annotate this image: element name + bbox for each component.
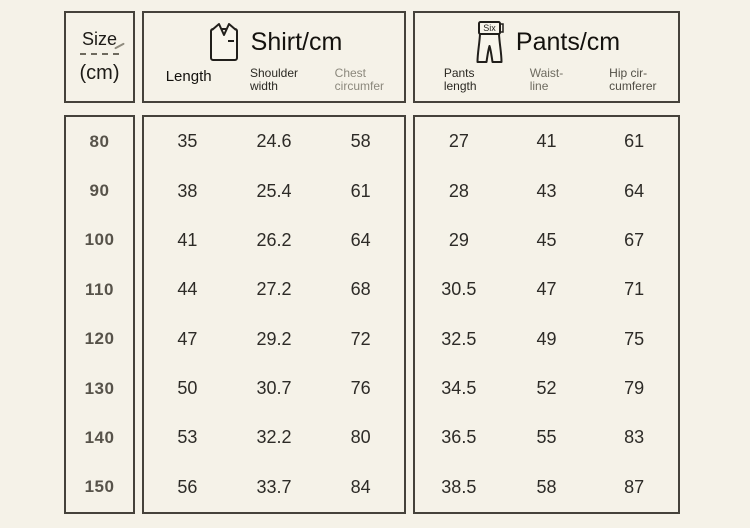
- size-row-label: 130: [84, 378, 115, 398]
- shirt-chest-circumference-value: 64: [350, 229, 371, 250]
- column-header-shoulder-width: Shoulder width: [249, 66, 299, 93]
- pants-waistline-value: 52: [536, 378, 557, 399]
- size-row-label: 80: [89, 131, 110, 151]
- shirt-column-headers: Length Shoulder width Chest circumfer: [144, 67, 404, 93]
- shirt-icon: [209, 23, 238, 61]
- column-header-length: Length: [165, 68, 212, 85]
- shirt-shoulder-width-value: 24.6: [256, 131, 292, 152]
- pants-hip-circumference-value: 64: [624, 180, 645, 201]
- pants-waistline-value: 45: [536, 229, 557, 250]
- pants-hip-circumference-value: 75: [624, 328, 645, 349]
- size-row-label: 90: [89, 181, 110, 201]
- pants-length-value: 36.5: [441, 427, 477, 448]
- pants-section-title: Pants/cm: [515, 27, 621, 56]
- shirt-chest-circumference-value: 72: [350, 328, 371, 349]
- shirt-chest-circumference-value: 80: [350, 427, 371, 448]
- column-header-waistline: Waist- line: [529, 66, 564, 93]
- pants-length-value: 34.5: [441, 378, 477, 399]
- size-row-label: 110: [85, 279, 114, 299]
- size-header-box: Size (cm): [64, 11, 135, 103]
- size-row-label: 150: [84, 477, 115, 497]
- shirt-title-row: Shirt/cm: [144, 17, 404, 67]
- shirt-shoulder-width-value: 26.2: [256, 229, 292, 250]
- shirt-chest-circumference-value: 68: [350, 279, 371, 300]
- pants-length-value: 30.5: [441, 279, 477, 300]
- pants-hip-circumference-value: 67: [624, 229, 645, 250]
- pants-hip-circumference-value: 83: [624, 427, 645, 448]
- shirt-header-box: Shirt/cm Length Shoulder width Chest cir…: [142, 11, 406, 103]
- size-row-label: 140: [84, 427, 115, 447]
- shirt-length-value: 47: [177, 328, 198, 349]
- pants-length-value: 29: [448, 229, 469, 250]
- pants-icon-label: Six: [483, 23, 496, 33]
- shirt-length-value: 41: [177, 229, 198, 250]
- shirt-shoulder-width-value: 29.2: [256, 328, 292, 349]
- pants-hip-circumference-value: 71: [624, 279, 645, 300]
- shirt-chest-circumference-value: 58: [350, 131, 371, 152]
- shirt-shoulder-width-value: 32.2: [256, 427, 292, 448]
- pants-length-value: 27: [448, 131, 469, 152]
- shirt-shoulder-width-value: 30.7: [256, 378, 292, 399]
- size-title: Size: [79, 29, 119, 55]
- pants-hip-circumference-value: 79: [624, 378, 645, 399]
- shirt-length-value: 56: [177, 476, 198, 497]
- shirt-length-value: 35: [177, 131, 198, 152]
- pants-length-value: 32.5: [441, 328, 477, 349]
- size-unit: (cm): [79, 62, 120, 84]
- pants-waistline-value: 58: [536, 476, 557, 497]
- shirt-length-value: 44: [177, 279, 198, 300]
- shirt-chest-circumference-value: 76: [350, 378, 371, 399]
- pants-length-value: 38.5: [441, 476, 477, 497]
- pants-waistline-value: 49: [536, 328, 557, 349]
- shirt-shoulder-width-value: 33.7: [256, 476, 292, 497]
- pants-waistline-value: 47: [536, 279, 557, 300]
- pants-length-value: 28: [448, 180, 469, 201]
- pants-hip-circumference-value: 87: [624, 476, 645, 497]
- pants-hip-circumference-value: 61: [624, 131, 645, 152]
- pants-waistline-value: 41: [536, 131, 557, 152]
- pants-column-headers: Pants length Waist- line Hip cir- cumfer…: [415, 67, 678, 93]
- pants-waistline-value: 55: [536, 427, 557, 448]
- shirt-chest-circumference-value: 61: [350, 180, 371, 201]
- column-header-pants-length: Pants length: [443, 66, 477, 93]
- column-header-hip-circumference: Hip cir- cumferer: [609, 66, 657, 93]
- pants-icon: Six: [476, 21, 504, 63]
- size-row-label: 120: [84, 329, 115, 349]
- size-row-label: 100: [84, 230, 115, 250]
- column-header-chest-circumference: Chest circumfer: [334, 66, 384, 93]
- shirt-length-value: 53: [177, 427, 198, 448]
- size-label-column: 80 90 100 110 120 130 140 150: [64, 115, 135, 514]
- pants-header-box: Six Pants/cm Pants length Waist- line Hi…: [413, 11, 680, 103]
- shirt-section-title: Shirt/cm: [250, 27, 343, 56]
- shirt-length-value: 38: [177, 180, 198, 201]
- pants-waistline-value: 43: [536, 180, 557, 201]
- pants-title-row: Six Pants/cm: [415, 17, 678, 67]
- shirt-shoulder-width-value: 25.4: [256, 180, 292, 201]
- pants-data-grid: 27 41 61 28 43 64 29 45 67 30.5 47 71 32…: [413, 115, 680, 514]
- shirt-shoulder-width-value: 27.2: [256, 279, 292, 300]
- shirt-chest-circumference-value: 84: [350, 476, 371, 497]
- shirt-data-grid: 35 24.6 58 38 25.4 61 41 26.2 64 44 27.2…: [142, 115, 406, 514]
- shirt-length-value: 50: [177, 378, 198, 399]
